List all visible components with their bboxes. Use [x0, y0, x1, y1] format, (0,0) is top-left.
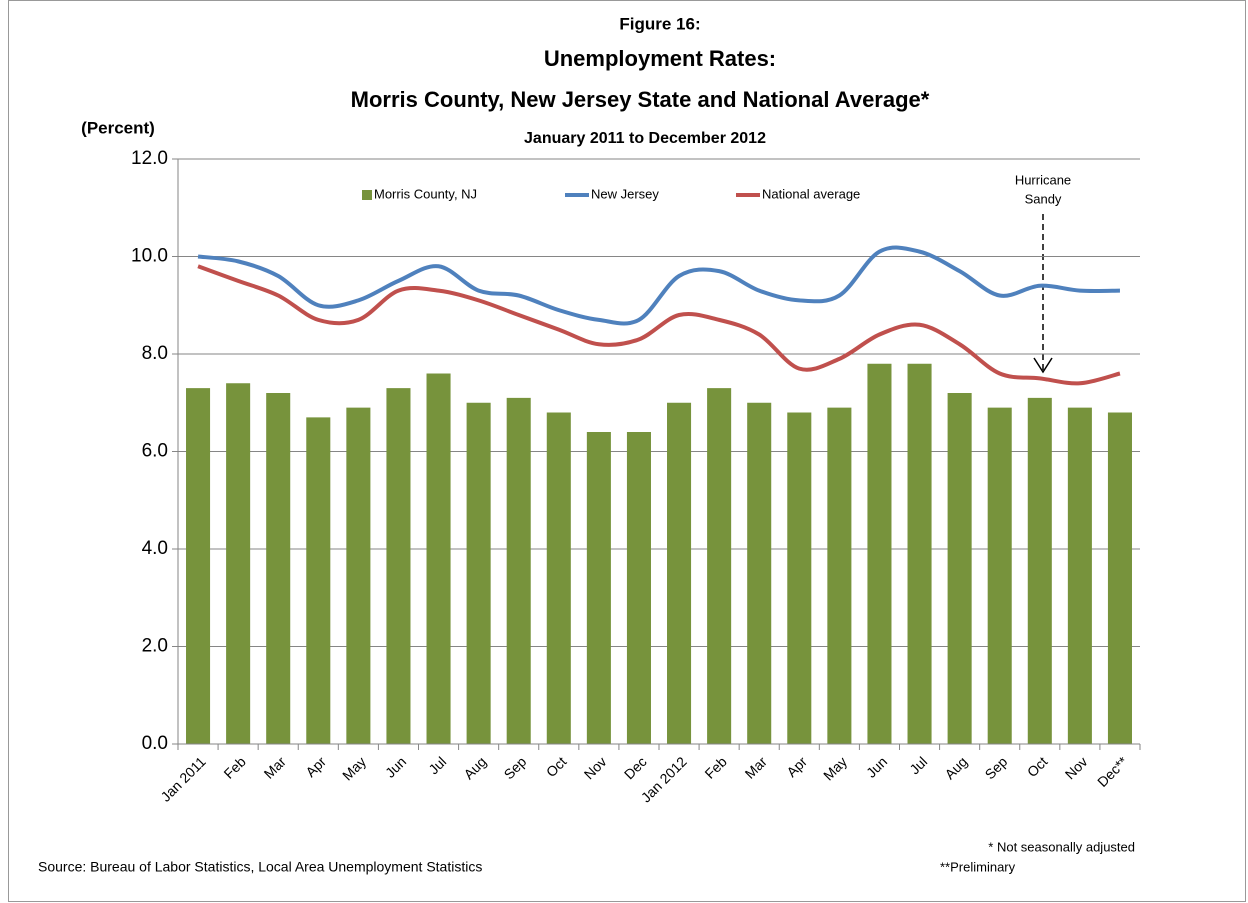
bar	[226, 383, 251, 744]
bar	[1107, 412, 1132, 744]
legend-label: Morris County, NJ	[374, 186, 477, 201]
y-tick-label: 10.0	[131, 246, 168, 267]
bar	[546, 412, 571, 744]
bar	[907, 363, 932, 744]
bar	[186, 388, 211, 744]
annotation: Hurricane	[1015, 172, 1071, 187]
bar	[386, 388, 411, 744]
chart-title: Figure 16:	[619, 14, 700, 33]
bar	[346, 407, 371, 744]
note: * Not seasonally adjusted	[988, 839, 1135, 854]
y-tick-label: 6.0	[142, 441, 168, 462]
legend-swatch	[362, 190, 372, 200]
bar	[1027, 397, 1052, 744]
y-tick-label: 4.0	[142, 538, 168, 559]
bar	[626, 432, 651, 744]
bar	[667, 402, 692, 744]
annotation-arrowhead	[1033, 357, 1053, 374]
y-tick-label: 8.0	[142, 343, 168, 364]
chart-title: Unemployment Rates:	[544, 46, 776, 71]
annotation: Sandy	[1025, 191, 1062, 206]
chart-subtitle: January 2011 to December 2012	[524, 130, 766, 147]
line	[197, 245, 1120, 326]
bar	[867, 363, 892, 744]
y-tick-label: 12.0	[131, 148, 168, 169]
bar	[787, 412, 812, 744]
note: **Preliminary	[940, 859, 1016, 874]
legend-label: New Jersey	[591, 186, 659, 201]
bar	[827, 407, 852, 744]
bar	[306, 417, 331, 744]
bar	[707, 388, 732, 744]
line	[197, 264, 1121, 386]
bar	[947, 393, 972, 744]
legend-label: National average	[762, 186, 860, 201]
y-tick-label: 2.0	[142, 636, 168, 657]
bar	[426, 373, 451, 744]
y-tick-label: 0.0	[142, 733, 168, 754]
bar	[747, 402, 772, 744]
bar	[1067, 407, 1092, 744]
source: Source: Bureau of Labor Statistics, Loca…	[38, 859, 482, 875]
bar	[987, 407, 1012, 744]
y-axis-label: (Percent)	[81, 118, 155, 137]
bar	[266, 393, 291, 744]
bar	[506, 397, 531, 744]
bar	[466, 402, 491, 744]
bar	[586, 432, 611, 744]
chart-title: Morris County, New Jersey State and Nati…	[351, 87, 930, 112]
